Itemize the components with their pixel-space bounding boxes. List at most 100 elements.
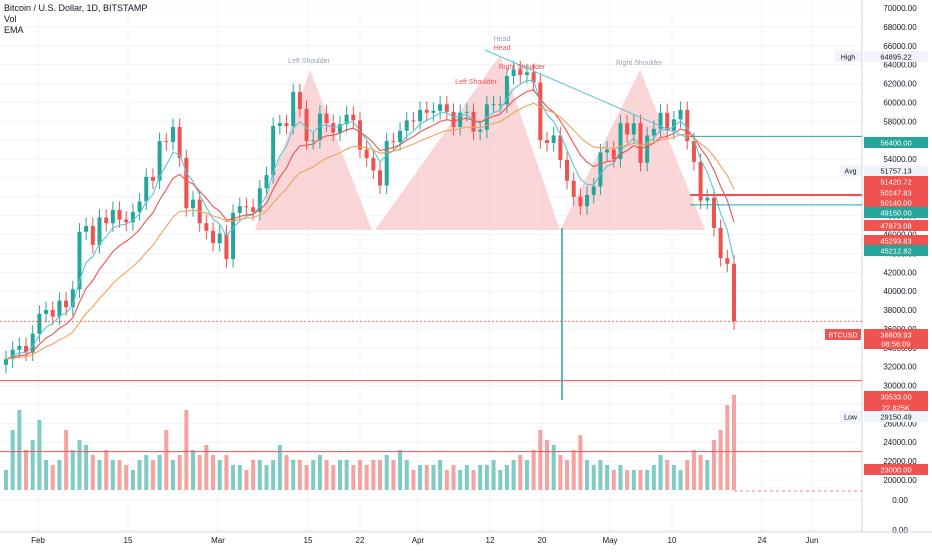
volume-bar [651, 465, 656, 490]
price-tag-value: 30533.00 [880, 393, 911, 402]
price-tag-value: 29150.49 [880, 413, 911, 422]
candle-body [37, 313, 42, 334]
volume-bar [424, 465, 429, 490]
volume-bar [411, 470, 416, 490]
y-tick-label: 70000.00 [883, 4, 917, 13]
volume-bar [384, 455, 389, 490]
y-tick-label: 66000.00 [883, 42, 917, 51]
volume-bar [518, 455, 523, 490]
volume-bar [524, 460, 529, 490]
volume-bar [544, 440, 549, 490]
candle-body [451, 111, 456, 127]
candle-body [204, 223, 209, 231]
candle-body [438, 104, 443, 111]
volume-bar [471, 470, 476, 490]
volume-bar [591, 465, 596, 490]
candle-body [70, 289, 75, 308]
candle-body [725, 258, 730, 264]
left-shoulder-shape [255, 70, 372, 230]
volume-bar [137, 460, 142, 490]
candle-body [184, 158, 189, 209]
candle-body [625, 123, 630, 135]
candle-body [130, 211, 135, 223]
candle-body [398, 130, 403, 143]
volume-bar [625, 470, 630, 490]
candle-body [44, 310, 49, 314]
candle-body [631, 123, 636, 135]
candle-body [478, 129, 483, 132]
volume-indicator-label: Vol [4, 14, 17, 24]
candle-body [518, 69, 523, 76]
volume-bar [291, 460, 296, 490]
price-tag-value: 08:56:09 [881, 340, 910, 349]
volume-bar [718, 430, 723, 490]
candle-body [645, 135, 650, 163]
volume-bar [150, 460, 155, 490]
candle-body [651, 128, 656, 136]
candle-body [585, 194, 590, 207]
volume-bar [605, 465, 610, 490]
price-tag-title-bg [835, 51, 861, 62]
candle-body [211, 230, 216, 244]
volume-bar [170, 460, 175, 490]
candle-body [571, 180, 576, 197]
volume-bar [64, 430, 69, 490]
candle-body [237, 206, 242, 213]
candle-body [337, 124, 342, 133]
candle-body [244, 206, 249, 208]
volume-bar [304, 465, 309, 490]
volume-bar [511, 460, 516, 490]
volume-bar [44, 460, 49, 490]
volume-bar [551, 445, 556, 490]
candle-body [418, 109, 423, 122]
volume-bar [538, 430, 543, 490]
candle-body [57, 300, 62, 317]
candle-body [424, 109, 429, 113]
candle-body [711, 197, 716, 228]
y-tick-label: 62000.00 [883, 80, 917, 89]
candle-body [97, 217, 102, 245]
x-tick-label: 12 [486, 536, 495, 545]
candle-body [24, 345, 29, 353]
price-tag-title: Avg [845, 169, 857, 176]
candle-body [511, 69, 516, 76]
price-tag-bg [864, 187, 928, 198]
price-tag-bg [864, 165, 928, 176]
volume-bar [337, 460, 342, 490]
volume-bar [197, 455, 202, 490]
pattern-label: Left Shoulder [455, 79, 497, 86]
volume-bar [711, 440, 716, 490]
volume-bar [404, 460, 409, 490]
volume-bar [271, 460, 276, 490]
volume-bar [571, 450, 576, 490]
pattern-label: Head [494, 36, 511, 43]
x-tick-label: 15 [304, 536, 313, 545]
volume-bar [731, 395, 737, 490]
chart-legend: Bitcoin / U.S. Dollar, 1D, BITSTAMP Vol … [4, 3, 147, 36]
candle-body [378, 170, 383, 186]
candle-body [284, 123, 289, 126]
volume-bar [30, 440, 35, 490]
trend-line [484, 49, 689, 139]
volume-bar [565, 460, 570, 490]
volume-bar [191, 450, 196, 490]
x-tick-label: May [602, 536, 617, 545]
candle-body [371, 158, 376, 171]
candle-body [384, 141, 389, 186]
candle-body [64, 300, 69, 308]
volume-bar [10, 430, 15, 490]
candle-body [277, 123, 282, 126]
candle-body [705, 197, 710, 201]
volume-bar [17, 410, 22, 490]
candle-body [30, 333, 35, 353]
volume-bar [264, 465, 269, 490]
price-tag-bg [864, 176, 928, 187]
candle-body [364, 149, 369, 159]
candle-body [685, 109, 690, 142]
volume-bar [77, 440, 82, 490]
candle-body [231, 212, 236, 260]
ema-slow-line [5, 102, 735, 360]
volume-bar [658, 455, 663, 490]
